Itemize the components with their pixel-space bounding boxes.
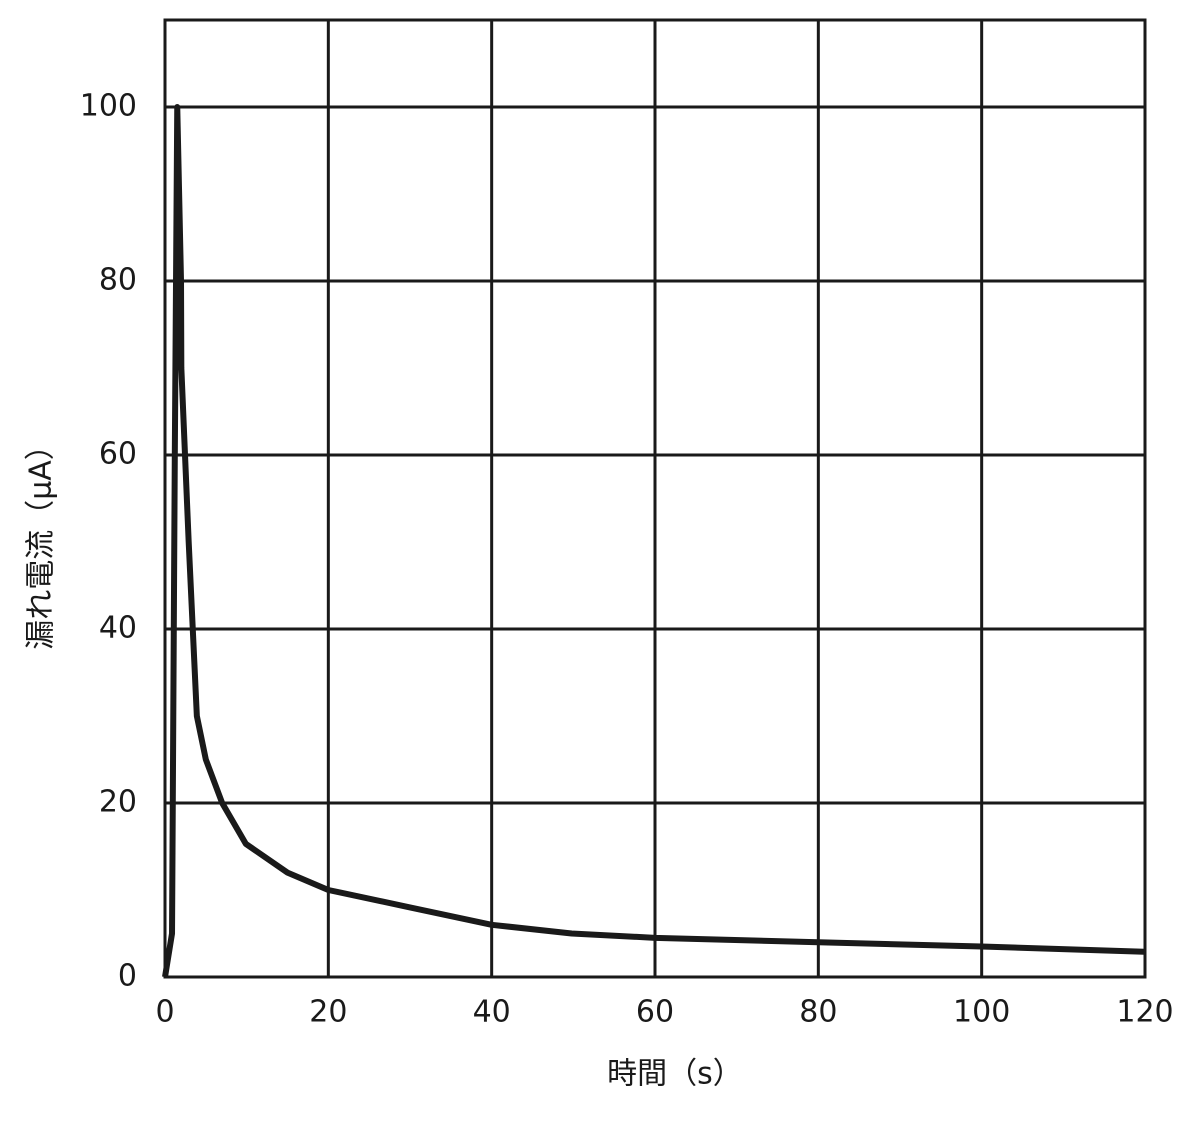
x-tick-label: 80 bbox=[799, 995, 837, 1030]
y-tick-label: 80 bbox=[99, 263, 137, 298]
x-tick-label: 40 bbox=[473, 995, 511, 1030]
x-tick-label: 60 bbox=[636, 995, 674, 1030]
x-axis-title: 時間（s） bbox=[607, 1057, 743, 1092]
x-tick-label: 20 bbox=[309, 995, 347, 1030]
y-tick-label: 20 bbox=[99, 785, 137, 820]
x-tick-label: 100 bbox=[953, 995, 1010, 1030]
y-tick-label: 60 bbox=[99, 437, 137, 472]
x-tick-label: 120 bbox=[1116, 995, 1173, 1030]
x-tick-label: 0 bbox=[155, 995, 174, 1030]
data-line bbox=[162, 104, 1146, 978]
y-tick-label: 0 bbox=[118, 959, 137, 994]
y-tick-label: 100 bbox=[80, 89, 137, 124]
y-tick-label: 40 bbox=[99, 611, 137, 646]
y-axis-title: 漏れ電流（μA） bbox=[24, 430, 59, 650]
